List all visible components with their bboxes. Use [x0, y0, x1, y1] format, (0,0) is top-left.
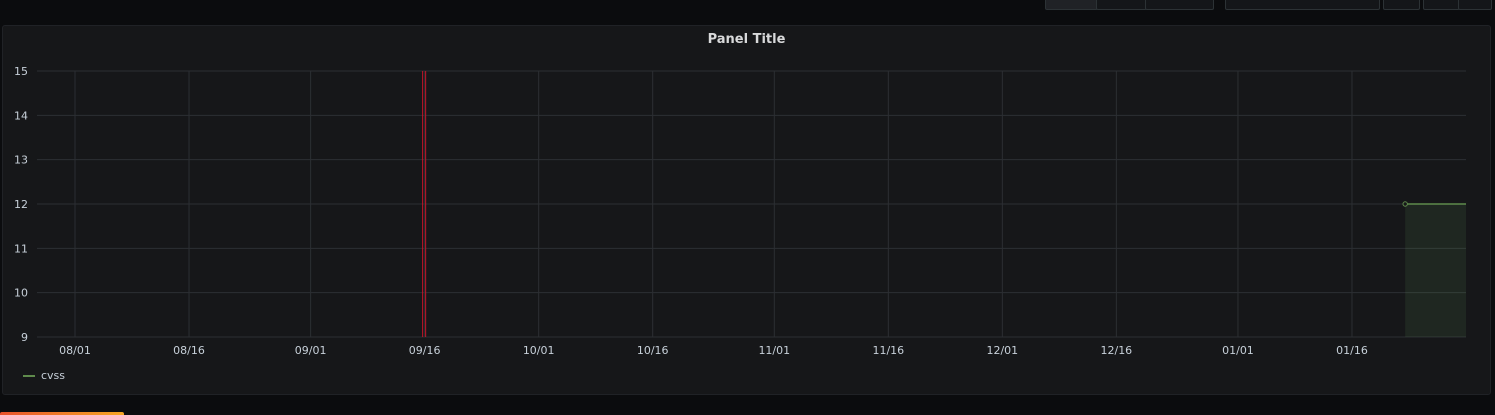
legend-swatch-cvss [23, 374, 35, 377]
y-tick-label: 13 [14, 154, 28, 167]
next-panel-accent [0, 412, 124, 415]
x-tick-label: 08/16 [173, 344, 205, 357]
x-tick-label: 09/01 [295, 344, 327, 357]
time-picker-button[interactable] [1225, 0, 1380, 10]
y-tick-label: 15 [14, 65, 28, 78]
legend-label-cvss[interactable]: cvss [41, 369, 66, 382]
refresh-button[interactable] [1423, 0, 1460, 10]
x-tick-label: 10/16 [637, 344, 669, 357]
y-tick-label: 10 [14, 287, 28, 300]
data-point-cvss [1402, 201, 1408, 207]
y-tick-label: 9 [21, 331, 28, 344]
x-tick-label: 11/01 [758, 344, 790, 357]
graph-panel: Panel Title 9 10 11 12 13 14 15 08/01 08/16 09/01… [2, 25, 1491, 395]
toolbar-button-3[interactable] [1145, 0, 1214, 10]
zoom-out-button[interactable] [1383, 0, 1420, 10]
legend: cvss [23, 369, 65, 382]
graph-canvas[interactable]: 9 10 11 12 13 14 15 08/01 08/16 09/01 09/16 10/01 10… [3, 26, 1490, 394]
refresh-interval-button[interactable] [1458, 0, 1492, 10]
y-tick-label: 12 [14, 198, 28, 211]
x-tick-label: 12/01 [986, 344, 1018, 357]
series-area-cvss [1405, 204, 1466, 337]
x-tick-label: 01/01 [1222, 344, 1254, 357]
y-tick-label: 14 [14, 109, 28, 122]
x-tick-label: 01/16 [1336, 344, 1368, 357]
panel-title[interactable]: Panel Title [707, 32, 786, 47]
toolbar-button-1[interactable] [1045, 0, 1098, 10]
top-toolbar [0, 0, 1495, 22]
x-tick-label: 09/16 [409, 344, 441, 357]
x-tick-label: 08/01 [59, 344, 91, 357]
toolbar-button-2[interactable] [1096, 0, 1147, 10]
y-tick-label: 11 [14, 242, 28, 255]
x-tick-label: 10/01 [523, 344, 555, 357]
x-tick-label: 11/16 [872, 344, 904, 357]
x-tick-label: 12/16 [1100, 344, 1132, 357]
